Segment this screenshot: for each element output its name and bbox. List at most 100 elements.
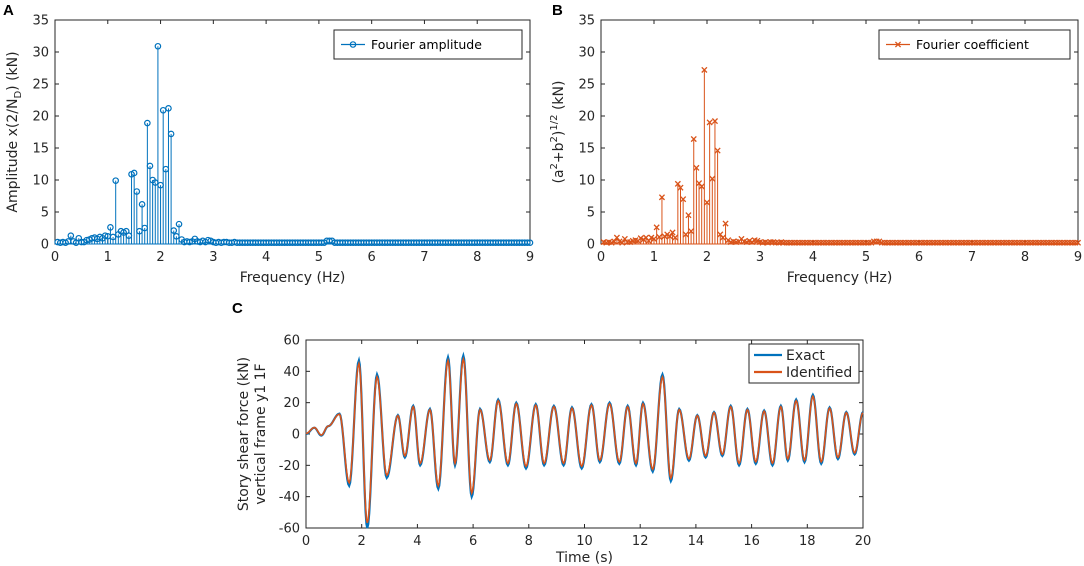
- stem-marker: [703, 199, 711, 206]
- stem-marker: [154, 42, 162, 50]
- stem-marker: [719, 234, 726, 241]
- y-axis-title: Amplitude x(2/ND) (kN): [5, 51, 24, 212]
- stem-marker: [682, 231, 689, 238]
- panel-b-xtick-label: 0: [597, 250, 605, 265]
- stem-marker: [101, 232, 109, 239]
- panel-c-xtick-label: 8: [525, 534, 533, 549]
- panel-a-xtick-label: 2: [156, 250, 164, 265]
- panel-a-ytick-label: 10: [32, 174, 49, 189]
- legend-label: Fourier coefficient: [916, 37, 1029, 52]
- stem-marker: [67, 232, 75, 239]
- stem-marker: [714, 147, 721, 154]
- panel-a-ytick-label: 25: [32, 78, 49, 93]
- panel-c-xtick-label: 2: [358, 534, 366, 549]
- panel-b-fourier-coefficient: B 0 1 2 3 4 5 6 7 8 9 0 5 10 15 20 25 30 35 Frequency (Hz)…: [549, 2, 1082, 286]
- legend-marker: [894, 41, 902, 48]
- y-axis-title-line: Story shear force (kN): [236, 357, 252, 511]
- stem-marker: [611, 238, 618, 245]
- stem-marker: [709, 175, 716, 182]
- panel-b-xtick-label: 7: [968, 250, 976, 265]
- panel-c-ytick-label: 40: [283, 365, 300, 380]
- stem-marker: [112, 177, 119, 184]
- panel-a-ytick-label: 20: [32, 110, 49, 125]
- panel-b-ytick-label: 15: [578, 142, 595, 157]
- legend-label: Fourier amplitude: [371, 37, 482, 52]
- panel-c-xtick-label: 12: [632, 534, 649, 549]
- panel-b-ytick-label: 10: [578, 174, 595, 189]
- legend-box: [748, 343, 860, 384]
- panel-c-xtick-label: 10: [576, 534, 593, 549]
- stem-marker: [619, 239, 626, 246]
- panel-b-ytick-label: 35: [578, 14, 595, 29]
- stem-marker: [175, 220, 183, 228]
- x-axis-title: Frequency (Hz): [240, 270, 346, 286]
- panel-b-ytick-label: 30: [578, 46, 595, 61]
- x-axis-title: Frequency (Hz): [787, 270, 893, 286]
- panel-b-ytick-label: 0: [587, 238, 595, 253]
- stem-marker: [165, 105, 172, 112]
- panel-c-story-shear-force: C 0 2 4 6 8 10 12 14 16 18 20 -60 -40 -20 0 20 40 60 Time …: [232, 300, 871, 566]
- stem-marker: [653, 224, 660, 231]
- panel-a-xtick-label: 4: [262, 250, 270, 265]
- panel-b-xtick-label: 2: [703, 250, 711, 265]
- stem-marker: [138, 201, 146, 208]
- x-axis-title: Time (s): [555, 550, 613, 566]
- stem-marker: [722, 220, 729, 227]
- panel-b-ytick-label: 5: [587, 206, 595, 221]
- stem-marker: [690, 135, 697, 143]
- stem-marker: [658, 194, 666, 201]
- panel-c-xtick-label: 16: [743, 534, 760, 549]
- stem-marker: [680, 196, 687, 203]
- stem-marker: [674, 180, 681, 187]
- stem-marker: [701, 66, 708, 73]
- stem-marker: [650, 235, 658, 242]
- panel-c-xtick-label: 14: [688, 534, 705, 549]
- series-identified-line: [305, 356, 864, 524]
- stem-marker: [677, 184, 684, 191]
- panel-a-label: A: [3, 2, 14, 19]
- panel-b-ytick-label: 20: [578, 110, 595, 125]
- panel-a-xtick-label: 1: [104, 250, 112, 265]
- panel-b-ytick-label: 25: [578, 78, 595, 93]
- stem-marker: [170, 227, 178, 234]
- panel-b-xtick-label: 9: [1074, 250, 1082, 265]
- stem-marker: [666, 233, 673, 240]
- y-axis-title-line: vertical frame y1 1F: [253, 363, 269, 504]
- panel-a-ytick-label: 30: [32, 46, 49, 61]
- panel-c-xtick-label: 0: [302, 534, 310, 549]
- stem-marker: [146, 162, 154, 170]
- panel-c-ytick-label: 0: [292, 428, 300, 443]
- panel-b-label: B: [552, 2, 563, 19]
- panel-c-ytick-label: -40: [279, 490, 300, 505]
- stem-marker: [693, 164, 700, 171]
- legend-box: [333, 29, 523, 60]
- stem-marker: [144, 119, 151, 127]
- stem-marker: [656, 233, 663, 241]
- panel-c-xtick-label: 18: [799, 534, 816, 549]
- panel-a-fourier-amplitude: A 0 1 2 3 4 5 6 7 8 9 0 5 10 15 20 25 30 35 Frequency (Hz)…: [3, 2, 534, 286]
- stem-marker: [688, 228, 695, 235]
- panel-a-ytick-label: 0: [41, 238, 49, 253]
- panel-b-xtick-label: 6: [915, 250, 923, 265]
- stem-marker: [167, 130, 175, 138]
- y-axis-title: (a2+b2)1/2 (kN): [549, 81, 567, 184]
- panel-a-ytick-label: 35: [32, 14, 49, 29]
- panel-b-xtick-label: 4: [809, 250, 817, 265]
- panel-a-ytick-label: 5: [41, 206, 49, 221]
- panel-c-ytick-label: -20: [279, 459, 300, 474]
- panel-c-ytick-label: 60: [283, 334, 300, 349]
- stem-marker: [613, 234, 620, 241]
- panel-a-xtick-label: 7: [420, 250, 428, 265]
- panel-c-ytick-label: -60: [279, 522, 300, 537]
- stem-marker: [107, 224, 114, 231]
- panel-c-ytick-label: 20: [283, 396, 300, 411]
- stem-marker: [711, 118, 719, 125]
- stem-marker: [526, 239, 534, 247]
- stem-marker: [685, 212, 692, 219]
- legend-marker: [349, 41, 357, 48]
- panel-a-xtick-label: 9: [526, 250, 534, 265]
- legend-label: Identified: [786, 365, 852, 381]
- panel-c-xtick-label: 6: [469, 534, 477, 549]
- legend-box: [878, 29, 1071, 60]
